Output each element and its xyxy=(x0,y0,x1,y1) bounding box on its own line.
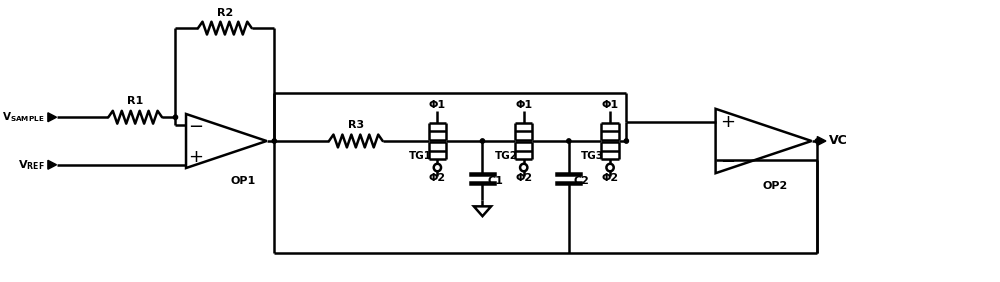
Text: R1: R1 xyxy=(127,96,143,106)
Text: Φ1: Φ1 xyxy=(602,100,619,110)
Polygon shape xyxy=(48,160,57,169)
Text: $\mathbf{V_{REF}}$: $\mathbf{V_{REF}}$ xyxy=(18,158,45,172)
Text: $-$: $-$ xyxy=(188,116,203,134)
Circle shape xyxy=(272,139,276,143)
Text: TG3: TG3 xyxy=(581,151,604,161)
Polygon shape xyxy=(817,136,826,146)
Text: $-$: $-$ xyxy=(720,151,735,169)
Circle shape xyxy=(815,139,819,143)
Polygon shape xyxy=(48,113,57,122)
Text: C1: C1 xyxy=(487,176,503,186)
Text: C2: C2 xyxy=(574,176,589,186)
Circle shape xyxy=(567,139,571,143)
Text: $+$: $+$ xyxy=(720,113,735,131)
Text: $+$: $+$ xyxy=(188,148,203,166)
Circle shape xyxy=(173,115,178,119)
Text: R3: R3 xyxy=(348,120,364,130)
Circle shape xyxy=(480,139,485,143)
Circle shape xyxy=(624,139,628,143)
Text: TG2: TG2 xyxy=(495,151,518,161)
Text: Φ1: Φ1 xyxy=(429,100,446,110)
Text: OP2: OP2 xyxy=(762,181,788,191)
Text: R2: R2 xyxy=(217,8,233,18)
Text: Φ1: Φ1 xyxy=(515,100,532,110)
Text: TG1: TG1 xyxy=(409,151,432,161)
Text: $\mathbf{V_{SAMPLE}}$: $\mathbf{V_{SAMPLE}}$ xyxy=(2,110,45,124)
Text: Φ2: Φ2 xyxy=(429,173,446,183)
Text: OP1: OP1 xyxy=(231,176,256,186)
Text: Φ2: Φ2 xyxy=(602,173,619,183)
Text: Φ2: Φ2 xyxy=(515,173,532,183)
Text: VC: VC xyxy=(829,135,848,147)
